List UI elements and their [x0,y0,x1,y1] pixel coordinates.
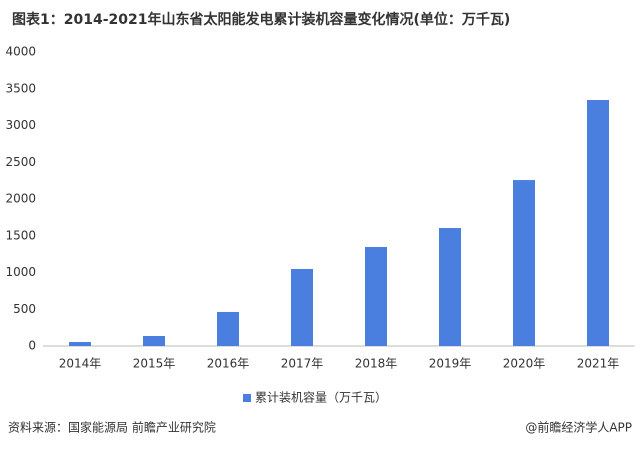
bar [291,268,313,346]
y-tick-label: 2000 [5,192,36,206]
x-tick-label: 2017年 [281,357,324,371]
legend-marker [243,394,251,402]
credit-note: @前瞻经济学人APP [525,420,632,435]
y-tick-label: 0 [28,339,36,353]
x-tick-label: 2015年 [133,357,176,371]
chart-title: 图表1：2014-2021年山东省太阳能发电累计装机容量变化情况(单位：万千瓦) [12,11,510,28]
bar [69,342,91,346]
y-tick-label: 1000 [5,265,36,279]
legend-label: 累计装机容量（万千瓦） [255,390,387,405]
x-tick-label: 2016年 [207,357,250,371]
y-tick-label: 4000 [5,45,36,59]
x-tick-label: 2020年 [503,357,546,371]
bar [143,336,165,346]
bar [513,180,535,346]
source-note: 资料来源：国家能源局 前瞻产业研究院 [8,420,216,435]
y-tick-label: 3000 [5,118,36,132]
y-tick-label: 3500 [5,81,36,95]
x-tick-label: 2014年 [59,357,102,371]
bar [439,228,461,346]
bar [365,246,387,346]
y-tick-label: 500 [13,302,36,316]
x-tick-label: 2018年 [355,357,398,371]
y-tick-label: 2500 [5,155,36,169]
x-tick-label: 2019年 [429,357,472,371]
bar [587,99,609,346]
y-tick-label: 1500 [5,228,36,242]
bar [217,311,239,346]
x-tick-label: 2021年 [577,357,620,371]
